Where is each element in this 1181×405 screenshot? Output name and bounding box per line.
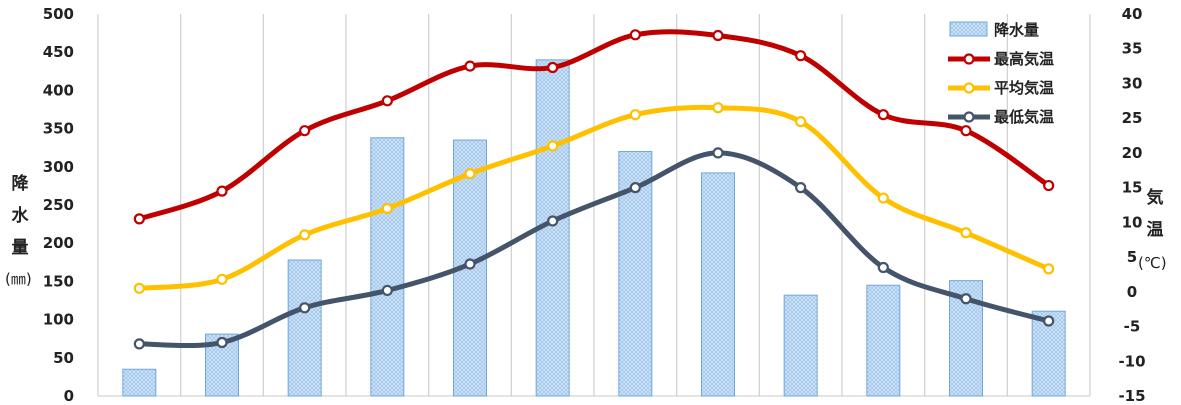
left-axis-title-char: 降 (11, 174, 29, 194)
min-temp-point (1043, 315, 1055, 327)
min-temp-point (216, 336, 228, 349)
right-axis-title: 気 温 (1140, 182, 1170, 246)
legend-precipitation-swatch (949, 21, 988, 37)
max-temp-point (381, 95, 393, 107)
left-tick-label: 0 (64, 387, 74, 405)
min-temp-line (136, 150, 1052, 349)
grid-lines (97, 14, 1091, 397)
right-tick-label: 25 (1122, 109, 1143, 127)
left-axis-title: 降 水 量 (5, 168, 35, 264)
right-tick-label: 40 (1122, 5, 1143, 23)
left-tick-label: 400 (43, 81, 74, 99)
precipitation-bar (866, 284, 901, 397)
right-axis-ticks: -15 -10 -5 0 5 10 15 20 25 30 35 40 (1118, 5, 1145, 405)
max-temp-point (1043, 179, 1055, 192)
avg-temp-point (133, 282, 145, 294)
right-tick-label: 10 (1122, 213, 1143, 231)
avg-temp-point (216, 273, 228, 285)
max-temp-point (629, 29, 641, 41)
left-tick-label: 250 (43, 196, 74, 214)
left-tick-label: 100 (43, 311, 74, 329)
left-axis-ticks: 0 50 100 150 200 250 300 350 400 450 500 (43, 5, 74, 405)
precipitation-bar (370, 137, 405, 397)
avg-temp-point (299, 229, 311, 241)
avg-temp-point (1043, 263, 1055, 275)
left-tick-label: 200 (43, 234, 74, 252)
legend-avg-temp-label: 平均気温 (994, 79, 1054, 97)
max-temp-line (136, 29, 1052, 222)
right-tick-label: -15 (1118, 387, 1145, 405)
avg-temp-line (136, 104, 1052, 291)
max-temp-point (299, 125, 311, 137)
precipitation-bar (783, 294, 818, 397)
right-tick-label: 0 (1127, 283, 1137, 301)
min-temp-point (547, 215, 559, 227)
left-axis-unit: (㎜) (5, 270, 32, 288)
precipitation-bar (122, 368, 157, 397)
right-tick-label: -10 (1118, 352, 1145, 370)
max-temp-point (960, 125, 972, 137)
avg-temp-point (381, 202, 393, 215)
precipitation-bars (122, 59, 1066, 397)
legend-max-temp-label: 最高気温 (994, 50, 1054, 68)
right-axis-title-char: 気 (1146, 188, 1164, 208)
right-axis-unit: (℃) (1138, 254, 1167, 272)
max-temp-point (877, 109, 889, 121)
max-temp-point (133, 213, 145, 225)
max-temp-point (547, 61, 559, 74)
legend-min-temp-marker (963, 111, 975, 123)
legend-min-temp-label: 最低気温 (994, 108, 1054, 126)
left-axis-title-char: 水 (11, 206, 29, 226)
precipitation-bar (287, 259, 322, 397)
temperature-lines (133, 29, 1055, 350)
left-tick-label: 450 (43, 43, 74, 61)
avg-temp-point (547, 140, 559, 152)
max-temp-point (216, 185, 228, 197)
legend-max-temp-marker (963, 53, 975, 65)
min-temp-point (464, 258, 476, 270)
right-tick-label: 5 (1127, 248, 1137, 266)
max-temp-point (464, 60, 476, 72)
legend-precipitation-label: 降水量 (994, 21, 1039, 39)
right-tick-label: 35 (1122, 40, 1143, 58)
left-tick-label: 50 (53, 349, 74, 367)
min-temp-point (629, 182, 641, 194)
avg-temp-point (960, 227, 972, 239)
precipitation-bar (701, 172, 735, 397)
max-temp-point (712, 29, 724, 42)
avg-temp-point (629, 109, 641, 121)
right-tick-label: -5 (1124, 318, 1141, 336)
min-temp-point (381, 284, 393, 297)
avg-temp-point (464, 168, 476, 180)
left-axis-title-char: 量 (11, 238, 29, 258)
min-temp-point (877, 261, 889, 274)
min-temp-point (299, 302, 311, 314)
avg-temp-point (795, 116, 807, 128)
legend-avg-temp-marker (963, 82, 975, 94)
avg-temp-point (877, 192, 889, 204)
right-tick-label: 20 (1122, 144, 1143, 162)
left-tick-label: 300 (43, 158, 74, 176)
avg-temp-point (712, 102, 724, 114)
min-temp-point (795, 182, 807, 194)
max-temp-point (795, 50, 807, 62)
left-tick-label: 350 (43, 120, 74, 138)
right-tick-label: 30 (1122, 74, 1143, 92)
left-tick-label: 150 (43, 272, 74, 290)
min-temp-point (960, 293, 972, 305)
right-tick-label: 15 (1122, 179, 1143, 197)
min-temp-point (712, 147, 724, 159)
left-tick-label: 500 (43, 5, 74, 23)
right-axis-title-char: 温 (1146, 220, 1164, 240)
min-temp-point (133, 338, 145, 350)
